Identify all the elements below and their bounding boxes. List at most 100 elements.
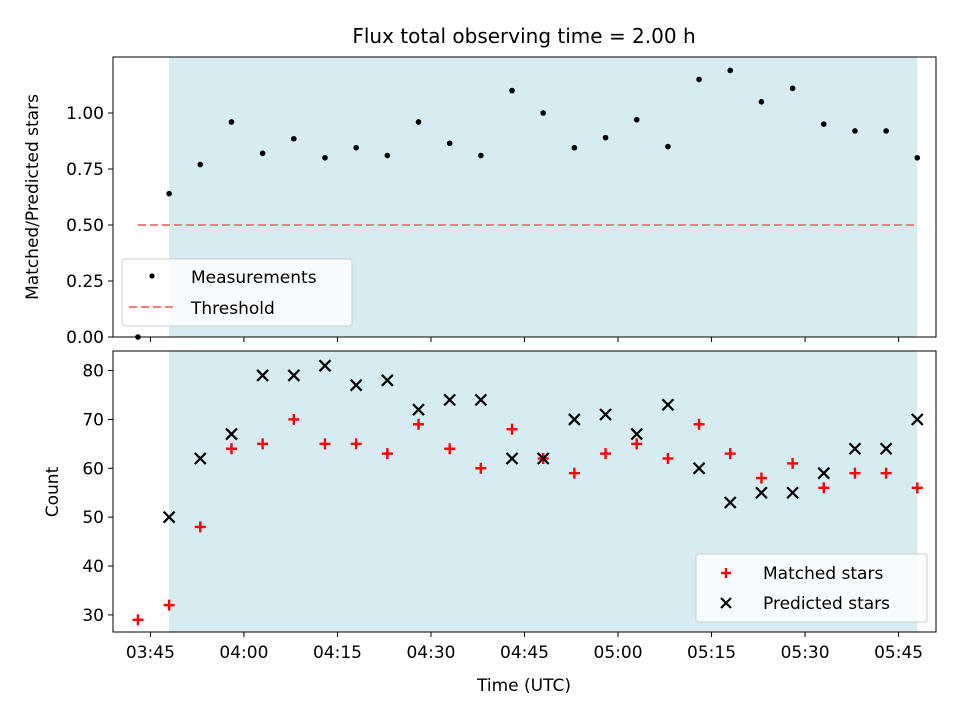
matched-star-point xyxy=(194,521,206,533)
matched-star-point xyxy=(225,443,237,455)
x-tick-label: 04:45 xyxy=(500,643,549,663)
matched-star-point xyxy=(600,448,612,460)
measurement-point xyxy=(291,135,297,142)
measurement-point xyxy=(228,119,235,125)
predicted-star-point xyxy=(879,442,893,456)
measurement-point xyxy=(852,128,858,134)
matched-star-point xyxy=(911,482,923,494)
matched-star-point xyxy=(288,413,300,425)
predicted-star-point xyxy=(568,413,581,426)
measurement-point xyxy=(259,150,266,157)
top-legend-box xyxy=(121,258,353,327)
legend-matched-label: Matched stars xyxy=(763,564,883,584)
measurement-point xyxy=(571,144,578,151)
matched-star-point xyxy=(475,462,487,474)
predicted-star-point xyxy=(225,427,238,441)
x-tick-label: 04:00 xyxy=(219,643,268,663)
measurement-point xyxy=(789,85,796,92)
matched-star-point xyxy=(724,448,736,460)
top-ytick-label: 1.00 xyxy=(66,104,104,124)
measurement-point xyxy=(353,144,359,151)
measurement-point xyxy=(197,161,204,168)
matched-star-point xyxy=(319,438,331,450)
predicted-star-point xyxy=(817,466,831,480)
predicted-star-point xyxy=(911,413,924,426)
matched-star-point xyxy=(568,467,580,479)
top-ytick-label: 0.50 xyxy=(66,216,104,236)
predicted-star-point xyxy=(599,408,612,421)
matched-star-point xyxy=(631,438,643,450)
top-panel: 0.00 0.25 0.50 0.75 1.00 Matched/Predicted s… xyxy=(23,56,937,348)
bottom-ytick-label: 30 xyxy=(82,606,104,626)
predicted-star-point xyxy=(381,374,394,387)
predicted-star-point xyxy=(661,398,675,412)
predicted-star-point xyxy=(848,442,862,456)
bottom-ytick-label: 70 xyxy=(82,410,104,430)
bottom-ytick-label: 40 xyxy=(82,557,104,577)
matched-star-point xyxy=(849,467,861,479)
legend-measurements-marker xyxy=(149,273,155,279)
x-tick-label: 04:30 xyxy=(406,643,455,663)
legend-predicted-marker xyxy=(720,597,732,609)
predicted-star-point xyxy=(287,369,301,382)
legend-matched-marker xyxy=(721,568,731,578)
predicted-star-point xyxy=(162,510,176,524)
predicted-star-point xyxy=(786,486,799,499)
measurement-point xyxy=(727,67,734,74)
matched-star-point xyxy=(132,614,144,626)
matched-star-point xyxy=(880,467,892,479)
measurement-point xyxy=(665,143,671,150)
measurement-point xyxy=(602,134,609,141)
measurement-point xyxy=(322,155,328,161)
matched-star-point xyxy=(693,418,705,430)
bottom-legend: Matched stars Predicted stars xyxy=(695,553,928,623)
x-tick-label: 05:45 xyxy=(874,643,923,663)
measurement-point xyxy=(166,190,172,197)
top-y-axis-label: Matched/Predicted stars xyxy=(23,94,43,300)
measurement-point xyxy=(384,152,391,159)
bottom-ytick-label: 80 xyxy=(82,362,104,382)
bottom-ytick-label: 50 xyxy=(82,508,104,528)
x-tick-label: 04:15 xyxy=(313,643,362,663)
measurement-point xyxy=(478,152,484,159)
predicted-star-point xyxy=(630,427,644,441)
matched-star-point xyxy=(818,482,830,494)
measurement-point xyxy=(820,121,827,127)
matched-star-point xyxy=(787,457,799,469)
measurement-point xyxy=(883,128,889,134)
measurement-point xyxy=(696,76,702,83)
predicted-star-point xyxy=(755,486,768,499)
measurement-point xyxy=(914,155,921,161)
x-tick-label: 05:30 xyxy=(781,643,830,663)
matched-star-point xyxy=(755,472,767,484)
legend-measurements-label: Measurements xyxy=(191,268,317,288)
x-tick-label: 05:15 xyxy=(687,643,736,663)
predicted-star-point xyxy=(318,359,332,372)
matched-star-point xyxy=(350,438,362,450)
x-tick-label: 03:45 xyxy=(126,643,175,663)
legend-predicted-label: Predicted stars xyxy=(763,594,890,614)
measurement-point xyxy=(446,140,453,147)
predicted-star-point xyxy=(536,452,550,465)
predicted-star-point xyxy=(349,378,363,392)
bottom-legend-box xyxy=(695,553,928,623)
measurement-point xyxy=(509,87,515,94)
matched-star-point xyxy=(444,443,456,455)
matched-star-point xyxy=(163,599,175,611)
bottom-ytick-label: 60 xyxy=(82,459,104,479)
measurement-point xyxy=(415,119,422,125)
top-legend: Measurements Threshold xyxy=(121,258,353,327)
matched-star-point xyxy=(257,438,269,450)
x-axis-label: Time (UTC) xyxy=(476,676,571,696)
predicted-star-point xyxy=(256,369,269,382)
top-ytick-label: 0.00 xyxy=(66,328,104,348)
matched-star-point xyxy=(506,423,518,435)
measurement-point xyxy=(540,110,547,116)
measurement-point xyxy=(758,99,765,105)
predicted-star-point xyxy=(412,403,425,416)
predicted-star-point xyxy=(474,393,488,407)
top-ytick-label: 0.75 xyxy=(66,160,104,180)
x-tick-label: 05:00 xyxy=(594,643,643,663)
bottom-panel: 30 40 50 60 70 80 03:45 04:00 04:15 04:30 04:45 05… xyxy=(43,350,937,696)
